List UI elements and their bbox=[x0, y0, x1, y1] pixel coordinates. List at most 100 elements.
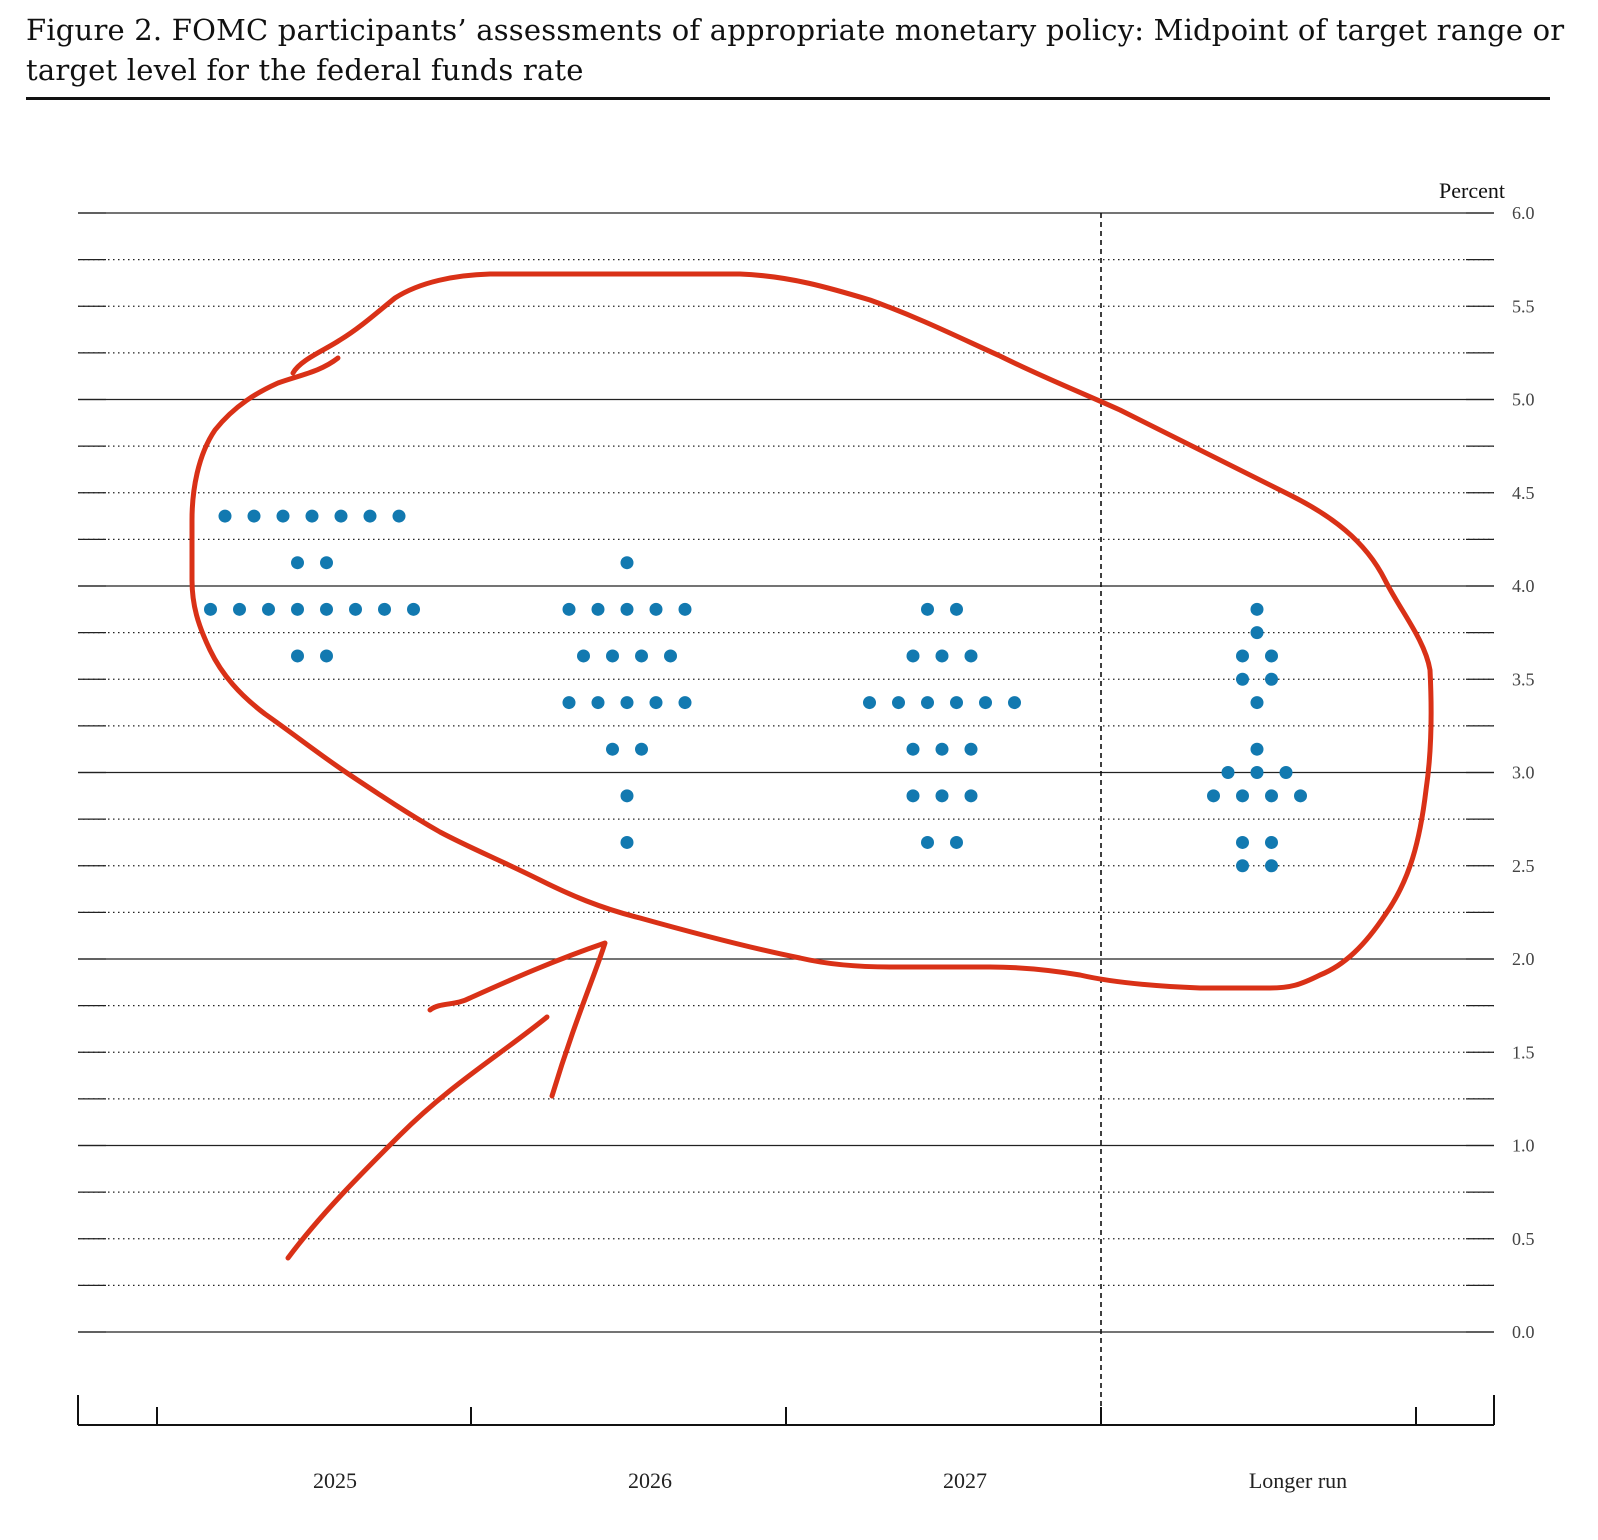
dot-2027 bbox=[964, 742, 978, 756]
dot-2027 bbox=[979, 696, 992, 710]
dot-2027 bbox=[921, 835, 934, 849]
y-tick-label: 1.5 bbox=[1512, 1042, 1535, 1062]
y-axis-tick-labels: 0.0 0.5 1.0 1.5 2.0 2.5 3.0 3.5 4.0 4.5 5.0 5.5 6.0 bbox=[1512, 203, 1535, 1342]
y-tick-label: 5.5 bbox=[1512, 296, 1535, 316]
dot-2026 bbox=[620, 835, 634, 849]
dot-longer-run bbox=[1294, 789, 1307, 803]
dot-2025 bbox=[378, 602, 391, 616]
dot-2027 bbox=[921, 602, 934, 616]
y-tick-label: 2.5 bbox=[1512, 856, 1535, 876]
dot-2025 bbox=[247, 509, 261, 523]
dot-2026 bbox=[620, 696, 634, 710]
dot-2026 bbox=[620, 789, 634, 803]
dot-2025 bbox=[291, 556, 304, 570]
dot-longer-run bbox=[1236, 649, 1249, 663]
y-tick-label: 1.0 bbox=[1512, 1136, 1535, 1156]
y-axis-unit-label: Percent bbox=[1439, 178, 1505, 203]
dot-2026 bbox=[649, 602, 663, 616]
dot-longer-run bbox=[1265, 859, 1278, 873]
dot-2025 bbox=[407, 602, 420, 616]
dot-2026 bbox=[577, 649, 590, 663]
dot-2026 bbox=[678, 602, 692, 616]
dot-2025 bbox=[320, 649, 333, 663]
y-tick-label: 3.0 bbox=[1512, 763, 1535, 783]
dot-2025 bbox=[334, 509, 348, 523]
dot-2027 bbox=[921, 696, 934, 710]
dot-2027 bbox=[935, 742, 949, 756]
annotation-arrow-head bbox=[427, 940, 608, 1099]
dot-longer-run bbox=[1236, 859, 1249, 873]
dot-2027 bbox=[892, 696, 905, 710]
dot-2026 bbox=[606, 649, 619, 663]
dot-2027 bbox=[935, 789, 949, 803]
annotation-loop bbox=[189, 271, 1434, 991]
dot-2027 bbox=[906, 649, 920, 663]
dot-longer-run bbox=[1265, 672, 1278, 686]
y-tick-label: 2.0 bbox=[1512, 949, 1535, 969]
dot-2025 bbox=[276, 509, 290, 523]
dot-2026 bbox=[635, 742, 648, 756]
x-category-label: 2027 bbox=[943, 1468, 987, 1493]
dot-2025 bbox=[291, 649, 304, 663]
dot-2027 bbox=[950, 696, 963, 710]
y-tick-label: 6.0 bbox=[1512, 203, 1535, 223]
dot-longer-run bbox=[1265, 789, 1278, 803]
dot-2025 bbox=[320, 556, 333, 570]
annotation-arrow-shaft bbox=[285, 1014, 550, 1261]
dot-longer-run bbox=[1250, 766, 1264, 779]
x-axis: 2025 2026 2027 Longer run bbox=[77, 1395, 1495, 1493]
title-rule bbox=[26, 97, 1550, 100]
x-category-label: 2026 bbox=[628, 1468, 672, 1493]
dot-2027 bbox=[906, 742, 920, 756]
dot-2026 bbox=[591, 602, 605, 616]
dot-2026 bbox=[562, 602, 576, 616]
dot-longer-run bbox=[1250, 696, 1264, 710]
dot-longer-run bbox=[1250, 626, 1264, 640]
dot-2025 bbox=[349, 602, 362, 616]
dot-longer-run bbox=[1221, 766, 1235, 779]
red-annotation bbox=[189, 271, 1434, 1261]
dot-2026 bbox=[620, 602, 634, 616]
dot-2027 bbox=[950, 602, 963, 616]
dot-2026 bbox=[562, 696, 576, 710]
y-tick-label: 0.5 bbox=[1512, 1229, 1535, 1249]
dot-2026 bbox=[635, 649, 648, 663]
dot-2026 bbox=[678, 696, 692, 710]
dot-longer-run bbox=[1236, 672, 1249, 686]
dot-longer-run bbox=[1250, 742, 1264, 756]
dot-2027 bbox=[1008, 696, 1021, 710]
dot-2025 bbox=[204, 602, 217, 616]
dot-2026 bbox=[620, 556, 634, 570]
dot-2025 bbox=[218, 509, 232, 523]
dot-2025 bbox=[320, 602, 333, 616]
dot-2025 bbox=[392, 509, 406, 523]
dot-2027 bbox=[964, 649, 978, 663]
dot-2027 bbox=[935, 649, 949, 663]
y-tick-label: 5.0 bbox=[1512, 390, 1535, 410]
dot-longer-run bbox=[1265, 835, 1278, 849]
dot-2027 bbox=[863, 696, 876, 710]
y-tick-label: 4.5 bbox=[1512, 483, 1535, 503]
dot-marks bbox=[204, 509, 1307, 873]
y-tick-label: 4.0 bbox=[1512, 576, 1535, 596]
dot-longer-run bbox=[1236, 789, 1249, 803]
dot-2027 bbox=[964, 789, 978, 803]
dot-2027 bbox=[950, 835, 963, 849]
dot-2026 bbox=[606, 742, 619, 756]
dot-2025 bbox=[305, 509, 319, 523]
dot-2026 bbox=[591, 696, 605, 710]
dot-2027 bbox=[906, 789, 920, 803]
dot-2025 bbox=[233, 602, 246, 616]
dot-longer-run bbox=[1265, 649, 1278, 663]
dot-2025 bbox=[262, 602, 275, 616]
dot-longer-run bbox=[1207, 789, 1220, 803]
dot-2026 bbox=[649, 696, 663, 710]
y-tick-label: 0.0 bbox=[1512, 1322, 1535, 1342]
x-category-label: 2025 bbox=[313, 1468, 357, 1493]
dot-longer-run bbox=[1236, 835, 1249, 849]
grid-lines bbox=[78, 212, 1494, 1333]
figure-title: Figure 2. FOMC participants’ assessments… bbox=[26, 13, 1565, 87]
y-tick-label: 3.5 bbox=[1512, 669, 1535, 689]
dot-2025 bbox=[363, 509, 377, 523]
